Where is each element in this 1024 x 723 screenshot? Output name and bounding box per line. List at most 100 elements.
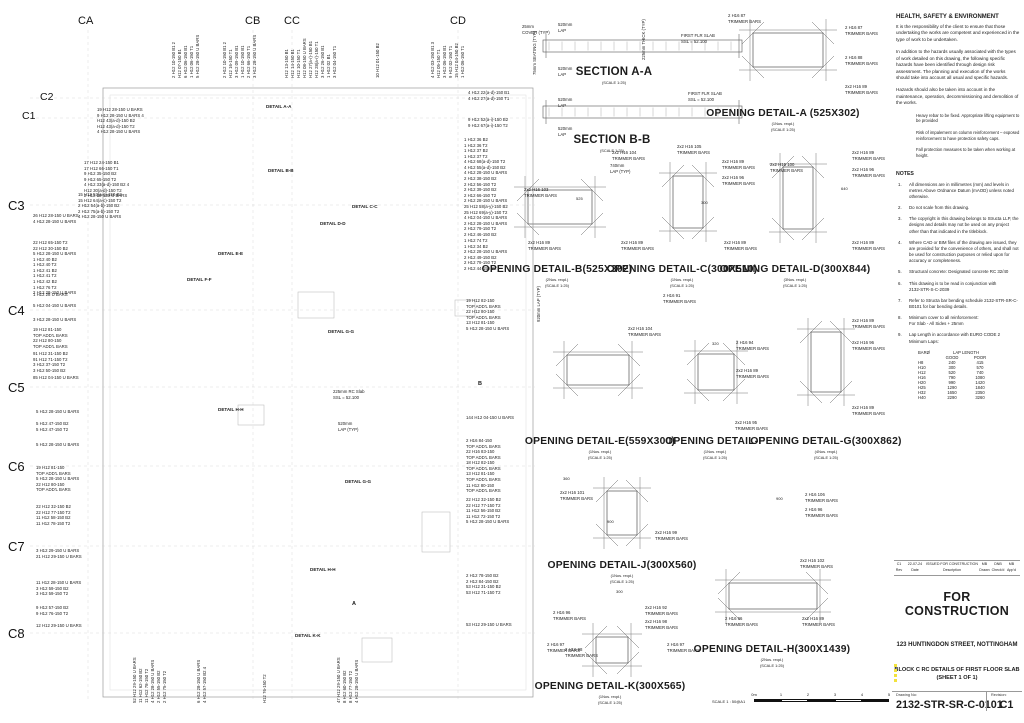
rebar-annotation: 1 H12 36 B2 1 H12 36 T2 1 H12 37 B2 1 H1… [464,137,508,237]
rebar-annotation: H12 76-150 T2 [262,674,267,703]
lap-good-value: 990 [948,379,956,385]
lap-good-value: 790 [948,374,956,380]
rebar-annotation: H12 05-150 T1 [436,49,441,78]
plan-detail-label: DETAIL F-F [187,277,212,282]
note-text: Structural concrete: Designated concrete… [909,269,1009,275]
rebar-annotation: 640 [841,186,848,191]
rebar-annotation: H12 28(a-r)-150 T1 [314,41,319,78]
lap-poor-value: 1840 [975,384,985,390]
rebar-annotation: 2 H16 96 TRIMMER BARS [553,610,586,621]
lap-bar-size: H10 [918,364,926,370]
rebar-annotation: 2 H16 106 TRIMMER BARS [805,492,838,503]
scale-bar-segment [781,699,808,702]
note-item: 3. The copyright in this drawing belongs … [898,216,1020,234]
lap-bar-size: H40 [918,394,926,400]
rebar-annotation: 520mm LAP [558,66,573,77]
rebar-annotation: 6 H12 28-150 U BARS [196,659,201,703]
rebar-annotation: 1 H12 02 B1 [326,54,331,78]
rebar-annotation: 225mm RC Slab SSL = 52.100 [333,389,365,400]
rebar-annotation: 360 [563,476,570,481]
lap-row: H16 790 1080 [918,375,996,380]
note-item: 7. Refer to Structa bar bending schedule … [898,298,1020,310]
rebar-annotation: 47 H12 29-150 U BARS [336,657,341,703]
rebar-annotation: 520mm LAP [558,126,573,137]
rebar-annotation: 2x2 H16 100 TRIMMER BARS [770,162,803,173]
lap-row: H10 300 570 [918,365,996,370]
opening-detail-qty: (4Nos. reqd.) [814,448,838,454]
rebar-annotation: 22 H12 65-150 T2 22 H12 30-150 B2 5 H12 … [33,240,77,296]
rebar-annotation: 9 H12 57-150 B2 9 H12 76-150 T2 [36,605,69,616]
revision-cell: 22-07-24 [907,562,923,566]
lap-poor-value: 740 [976,369,984,375]
scale-tick-label: 5 [887,692,891,697]
rebar-annotation: 2x2 H16 89 TRIMMER BARS [736,368,769,379]
opening-detail-title-block: OPENING DETAIL-D(300X844) (3Nos. reqd.) (S… [720,264,871,288]
grid-label-c3: C3 [8,198,25,213]
drawing-no: 2132-STR-SR-C-0101 [896,699,1003,711]
opening-detail-title: OPENING DETAIL-G(300X862) [750,436,902,447]
lap-good-value: 240 [948,359,956,365]
rebar-annotation: 2x2 H16 89 TRIMMER BARS [528,240,561,251]
rebar-annotation: 2x2 H16 89 TRIMMER BARS [724,240,757,251]
rebar-annotation: 2x2 H16 104 TRIMMER BARS [628,326,661,337]
rebar-annotation: 300 [616,589,623,594]
opening-detail-scale: (SCALE 1:25) [770,127,795,132]
opening-detail-scale: (SCALE 1:25) [609,579,635,584]
opening-detail-title: OPENING DETAIL-D(300X844) [719,264,871,275]
opening-detail-title-block: OPENING DETAIL-K(300X565) (1Nos. reqd.) (S… [535,681,686,705]
rebar-annotation: H12 27(a-r)-150 B1 [308,40,313,78]
revision-header-cell: Drawn [979,567,990,572]
rebar-annotation: 2 H16 96 TRIMMER BARS [805,507,838,518]
opening-detail-title-block: OPENING DETAIL-C(300X510) (1Nos. reqd.) (S… [607,264,758,288]
rebar-annotation: 2 H16 91 TRIMMER BARS [663,293,696,304]
note-text: The copyright in this drawing belongs to… [909,216,1019,234]
grid-label-c4: C4 [8,303,25,318]
lap-col-poor: POOR [973,354,987,360]
note-text: Lap Length in accordance with EURO CODE … [909,332,1001,344]
revision-header-cell: Rev [895,567,903,572]
opening-detail-title-block: OPENING DETAIL-F (1Nos. reqd.) (SCALE 1:25… [665,436,765,460]
title-block: C1 22-07-24 ISSUED FOR CONSTRUCTION MB DNB MB… [892,560,1022,683]
plan-detail-label: DETAIL H-H [310,567,336,572]
rebar-annotation: 10 H12 01-150 B2 [375,43,380,78]
rebar-annotation: 5 H12 28-150 U BARS [36,409,80,414]
rebar-annotation: H12 08-150 U BARS [302,38,307,78]
scale-tick-label: 2 [806,692,810,697]
revision-cell: MB [981,562,988,566]
rebar-annotation: 2x2 H16 98 TRIMMER BARS [645,619,678,630]
rebar-annotation: 2x2 H16 101 TRIMMER BARS [560,490,593,501]
rebar-annotation: 2x2 H16 103 TRIMMER BARS [524,187,557,198]
lap-poor-value: 3260 [975,394,985,400]
opening-detail-qty: (1Nos. reqd.) [588,448,612,454]
rebar-annotation: 2x2 H16 104 TRIMMER BARS [612,150,645,161]
rebar-annotation: 2x2 H16 89 TRIMMER BARS [852,150,885,161]
rebar-annotation: 225mm THICK (TYP) [641,19,646,60]
revision-header-cell: Date [911,567,919,572]
rebar-annotation: 2 H16 88 TRIMMER BARS [845,55,878,66]
rebar-annotation: 2 H16 97 TRIMMER BARS [667,642,700,653]
rebar-annotation: H12 16-150 T1 [228,49,233,78]
rebar-annotation: 5 H12 28-150 U BARS [36,442,80,447]
rebar-annotation: 53 H12 29-150 U BARS [466,622,512,627]
lap-good-value: 520 [948,369,956,375]
section-title-block: SECTION B-B (SCALE 1:25) [574,134,651,153]
grid-label-cb: CB [245,15,261,27]
rebar-annotation: 11 H12 78-150 T2 [144,668,149,703]
plan-detail-label: DETAIL A-A [266,104,292,109]
opening-detail-title: OPENING DETAIL-B(525X302) [481,264,633,275]
section-title-block: SECTION A-A (SCALE 1:25) [576,66,653,85]
rebar-annotation: 4 H12 22(a-d)-150 B1 4 H12 27(a-d)-150 T… [468,90,510,101]
note-text: Where CAD or BIM files of the drawing ar… [909,239,1019,264]
rebar-annotation: 85 H12 04-150 U BARS [33,375,79,380]
rebar-annotation: B [478,381,482,387]
section-scale: (SCALE 1:25) [599,147,625,153]
notes-list: 1. All dimensions are in millimetres (mm)… [892,182,1022,345]
rebar-annotation: 2 H12 78-150 B2 2 H12 84-150 B2 53 H12 3… [466,573,501,595]
note-text: Minimum cover to all reinforcement: For … [909,315,979,327]
scale-bar-segment [808,699,835,702]
lap-poor-value: 1080 [975,374,985,380]
lap-span-header: LAP LENGTH [953,349,979,355]
opening-detail-qty: (1Nos. reqd.) [703,448,727,454]
